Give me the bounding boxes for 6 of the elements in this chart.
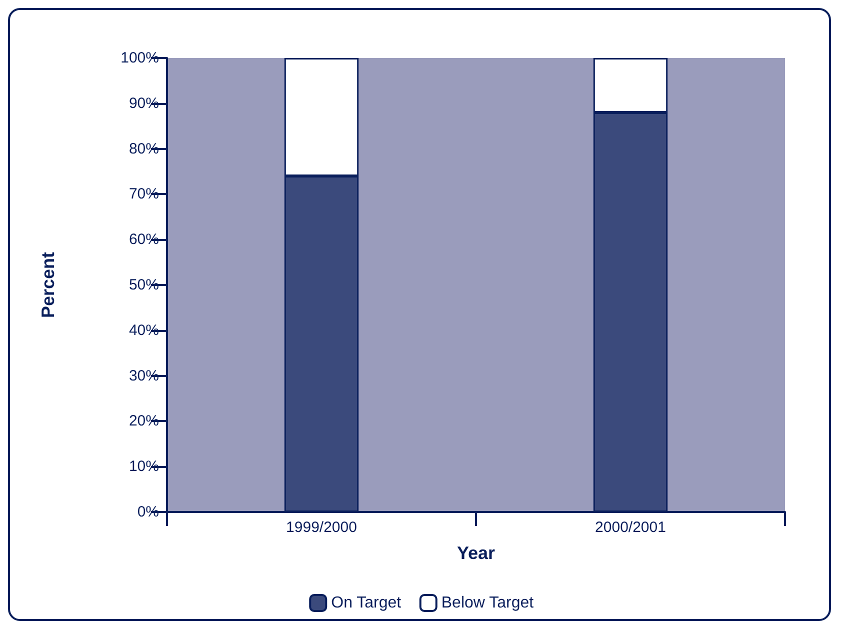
- legend-label: On Target: [331, 594, 402, 612]
- x-tick-label: 1999/2000: [286, 519, 357, 536]
- x-axis-title: Year: [456, 543, 496, 563]
- y-axis-title: Percent: [38, 252, 58, 318]
- x-tick-label: 2000/2001: [595, 519, 666, 536]
- legend-label: Below Target: [441, 594, 534, 612]
